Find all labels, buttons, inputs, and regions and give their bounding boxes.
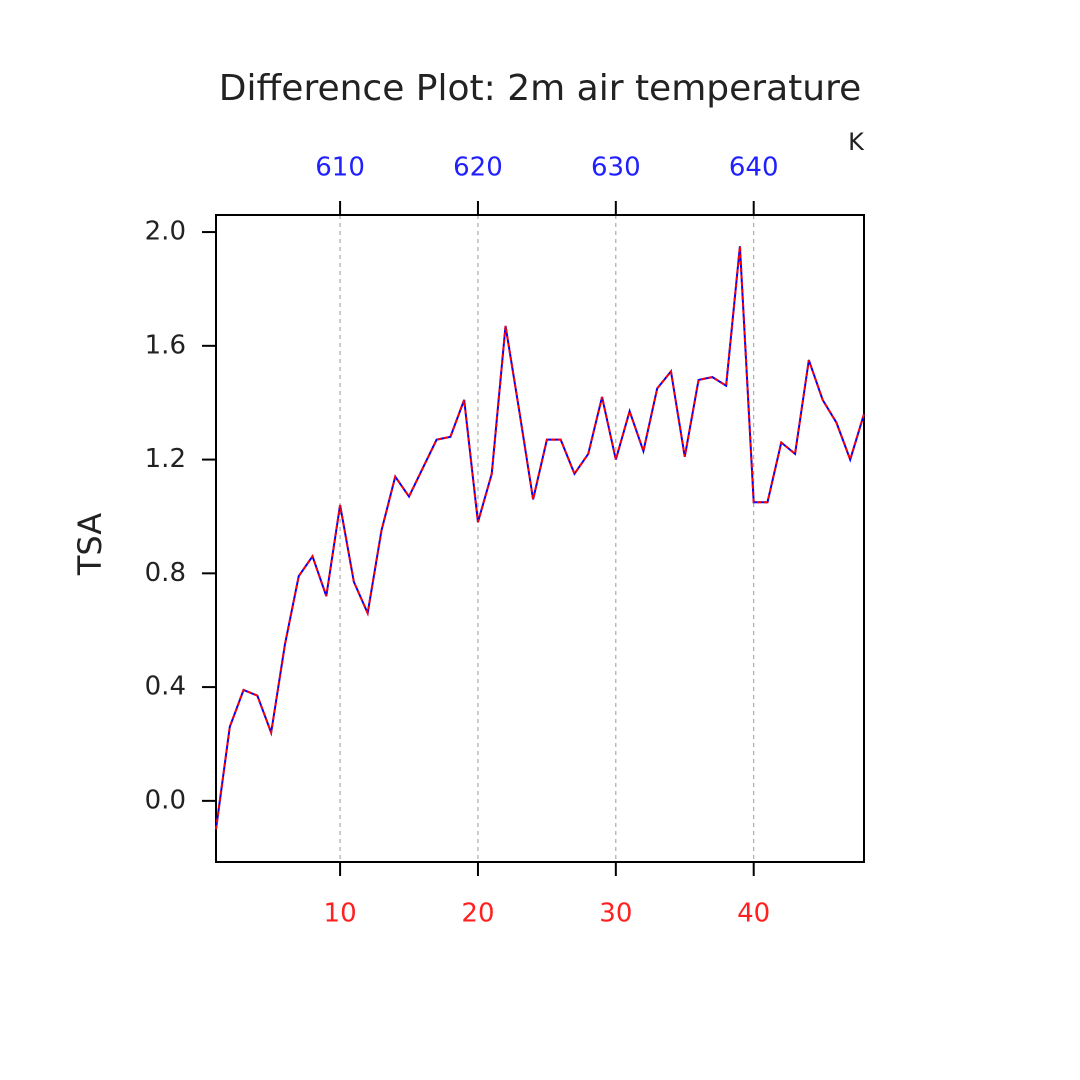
y-tick-label: 0.8 [145, 558, 186, 588]
y-tick-label: 1.2 [145, 444, 186, 474]
data-line [215, 246, 865, 830]
y-tick-label: 1.6 [145, 330, 186, 360]
chart-title: Difference Plot: 2m air temperature [219, 68, 861, 109]
plot-frame [215, 214, 865, 863]
x-tick-label: 20 [461, 899, 494, 929]
y-tick-label: 0.4 [145, 672, 186, 702]
x2-tick-label: 620 [453, 153, 503, 183]
y-axis-label: TSA [71, 513, 109, 576]
y-tick-label: 2.0 [145, 217, 186, 247]
x-tick-label: 10 [324, 899, 357, 929]
data-line [215, 246, 865, 830]
x2-axis-label: K [848, 128, 865, 156]
y-tick-label: 0.0 [145, 785, 186, 815]
x-tick-label: 30 [599, 899, 632, 929]
x2-tick-label: 630 [591, 153, 641, 183]
x2-tick-label: 640 [729, 153, 779, 183]
x2-tick-label: 610 [315, 153, 365, 183]
x-tick-label: 40 [737, 899, 770, 929]
